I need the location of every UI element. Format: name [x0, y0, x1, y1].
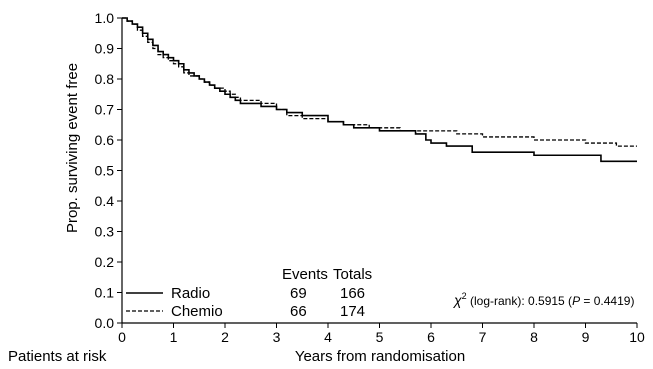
totals-value-radio: 166 — [340, 285, 365, 302]
y-tick-label: 0.8 — [95, 71, 115, 87]
survival-curve-chemio — [122, 17, 637, 147]
x-tick-label: 2 — [221, 329, 229, 345]
x-tick-label: 8 — [530, 329, 538, 345]
y-tick-label: 0.9 — [95, 41, 115, 57]
x-tick-label: 0 — [118, 329, 126, 345]
x-tick-label: 1 — [170, 329, 178, 345]
x-tick-label: 7 — [479, 329, 487, 345]
y-tick-label: 0.3 — [95, 224, 115, 240]
x-tick-label: 5 — [376, 329, 384, 345]
events-value-radio: 69 — [290, 285, 307, 302]
x-axis-title: Years from randomisation — [295, 348, 465, 365]
y-tick-label: 0.2 — [95, 254, 115, 270]
y-tick-label: 1.0 — [95, 10, 115, 26]
y-tick-label: 0.1 — [95, 285, 115, 301]
y-tick-label: 0.0 — [95, 315, 115, 331]
logrank-test-text: χ2 (log-rank): 0.5915 (P = 0.4419) — [452, 291, 634, 308]
axes-layer: 0.0 0.1 0.2 0.3 0.4 0.5 0.6 0.7 0.8 0.9 1.0 0 1 2 3 4 5 6… — [95, 10, 645, 345]
chi-superscript: 2 — [462, 291, 467, 301]
y-tick-label: 0.4 — [95, 193, 115, 209]
y-tick-label: 0.5 — [95, 163, 115, 179]
series-layer — [122, 17, 637, 163]
y-tick-label: 0.7 — [95, 102, 115, 118]
totals-value-chemio: 174 — [340, 303, 365, 320]
x-tick-label: 3 — [273, 329, 281, 345]
x-tick-label: 9 — [582, 329, 590, 345]
patients-at-risk-label: Patients at risk — [8, 348, 107, 365]
chi-symbol: χ — [452, 292, 462, 308]
events-value-chemio: 66 — [290, 303, 307, 320]
y-tick-label: 0.6 — [95, 132, 115, 148]
p-symbol: P — [572, 294, 580, 308]
legend-label-radio: Radio — [171, 285, 210, 302]
x-tick-label: 10 — [629, 329, 645, 345]
x-tick-label: 4 — [324, 329, 332, 345]
legend-label-chemio: Chemio — [171, 303, 223, 320]
logrank-stat: (log-rank): 0.5915 ( — [467, 294, 572, 308]
totals-header: Totals — [333, 266, 372, 283]
events-header: Events — [282, 266, 328, 283]
survival-curve-radio — [122, 17, 637, 163]
x-tick-label: 6 — [427, 329, 435, 345]
events-table: Events Totals Radio 69 166 Chemio 66 174 — [126, 266, 372, 320]
y-axis-title: Prop. surviving event free — [64, 63, 81, 233]
p-value: = 0.4419) — [580, 294, 634, 308]
